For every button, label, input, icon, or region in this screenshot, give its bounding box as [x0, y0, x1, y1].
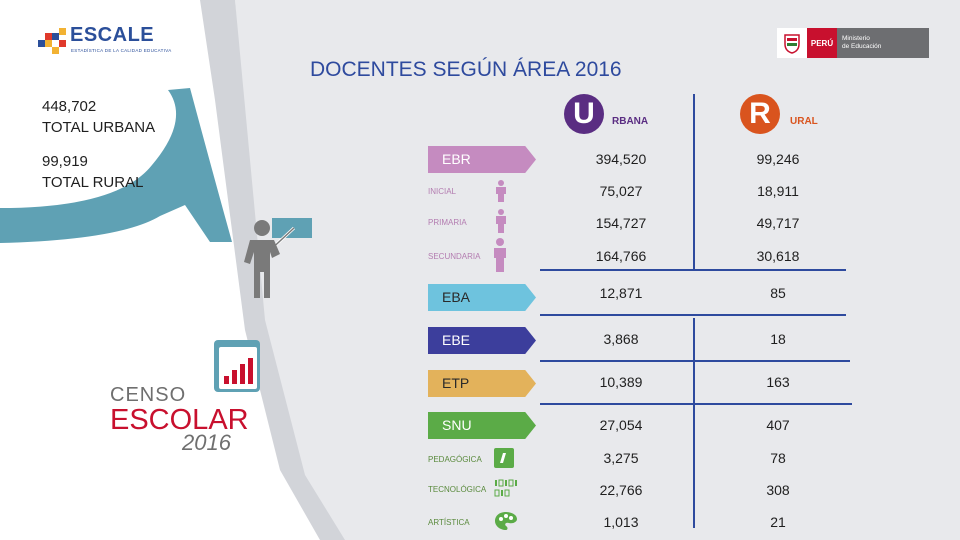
row-divider [540, 360, 850, 362]
secundaria-urbana-value: 164,766 [595, 248, 647, 264]
pedagogica-rural-value: 78 [770, 450, 786, 466]
row-divider [540, 269, 846, 271]
inicial-urbana-value: 75,027 [599, 183, 643, 199]
escale-logo: ESCALE ESTADÍSTICA DE LA CALIDAD EDUCATI… [38, 22, 171, 62]
ministry-logo: PERÚ Ministerio de Educación [777, 28, 929, 58]
ebe-rural-value: 18 [770, 331, 786, 347]
total-rural-value: 99,919 [42, 153, 88, 170]
tecnologica-urbana-value: 22,766 [599, 482, 643, 498]
artistica-urbana-value: 1,013 [603, 514, 639, 530]
person-icon [496, 209, 506, 233]
snu-urbana-value: 27,054 [599, 417, 643, 433]
total-rural: 99,919 TOTAL RURAL [42, 151, 143, 193]
urbana-circle: U [564, 94, 604, 134]
row-label-pedagogica: PEDAGÓGICA [428, 455, 482, 464]
page-title: DOCENTES SEGÚN ÁREA 2016 [310, 58, 622, 81]
escale-logo-word: ESCALE [70, 24, 155, 46]
row-label-snu: SNU [428, 412, 536, 439]
person-icon [494, 238, 506, 272]
inicial-rural-value: 18,911 [757, 183, 799, 199]
artistica-rural-value: 21 [770, 514, 786, 530]
ministry-name: Ministerio de Educación [837, 28, 929, 58]
person-icon [496, 180, 506, 202]
snu-rural-value: 407 [766, 417, 790, 433]
column-divider [693, 94, 695, 269]
rural-circle: R [740, 94, 780, 134]
pedagogica-urbana-value: 3,275 [603, 450, 639, 466]
censo-escolar-logo: CENSO ESCOLAR 2016 [108, 338, 268, 458]
primaria-urbana-value: 154,727 [595, 215, 647, 231]
eba-rural-value: 85 [770, 285, 786, 301]
binary-icon [494, 479, 517, 497]
ebr-rural-value: 99,246 [756, 151, 800, 167]
escale-logo-tagline: ESTADÍSTICA DE LA CALIDAD EDUCATIVA [71, 48, 172, 53]
book-chart-icon [214, 340, 260, 392]
ministry-line-1: Ministerio [842, 35, 870, 42]
escale-blocks-icon [38, 28, 66, 54]
ministry-country: PERÚ [807, 28, 837, 58]
row-label-ebe: EBE [428, 327, 536, 354]
row-label-secundaria: SECUNDARIA [428, 252, 481, 261]
secundaria-rural-value: 30,618 [756, 248, 800, 264]
total-urbana-value: 448,702 [42, 98, 97, 115]
row-divider [540, 314, 846, 316]
rural-header-rest: URAL [790, 116, 818, 127]
etp-rural-value: 163 [766, 374, 790, 390]
row-label-artistica: ARTÍSTICA [428, 518, 470, 527]
total-rural-label: TOTAL RURAL [42, 174, 144, 191]
ebe-urbana-value: 3,868 [603, 331, 639, 347]
etp-urbana-value: 10,389 [599, 374, 643, 390]
eba-urbana-value: 12,871 [599, 285, 643, 301]
ebr-urbana-value: 394,520 [595, 151, 647, 167]
total-urbana-label: TOTAL URBANA [42, 119, 156, 136]
column-divider [693, 318, 695, 528]
row-label-primaria: PRIMARIA [428, 218, 467, 227]
teal-arc [0, 88, 232, 243]
tecnologica-rural-value: 308 [766, 482, 790, 498]
row-divider [540, 403, 852, 405]
row-label-etp: ETP [428, 370, 536, 397]
palette-icon [495, 512, 517, 530]
teacher-icon [244, 218, 312, 298]
censo-year: 2016 [182, 430, 231, 455]
censo-word: CENSO [110, 384, 187, 406]
primaria-rural-value: 49,717 [756, 215, 800, 231]
row-label-inicial: INICIAL [428, 187, 457, 196]
row-label-ebr: EBR [428, 146, 536, 173]
row-label-eba: EBA [428, 284, 536, 311]
urbana-header-rest: RBANA [612, 116, 649, 127]
row-label-tecnologica: TECNOLÓGICA [428, 485, 487, 494]
total-urbana: 448,702 TOTAL URBANA [42, 96, 155, 138]
escolar-word: ESCOLAR [110, 404, 249, 436]
coat-of-arms-icon [777, 28, 807, 58]
pencil-icon [494, 448, 514, 468]
ministry-line-2: de Educación [842, 43, 882, 50]
